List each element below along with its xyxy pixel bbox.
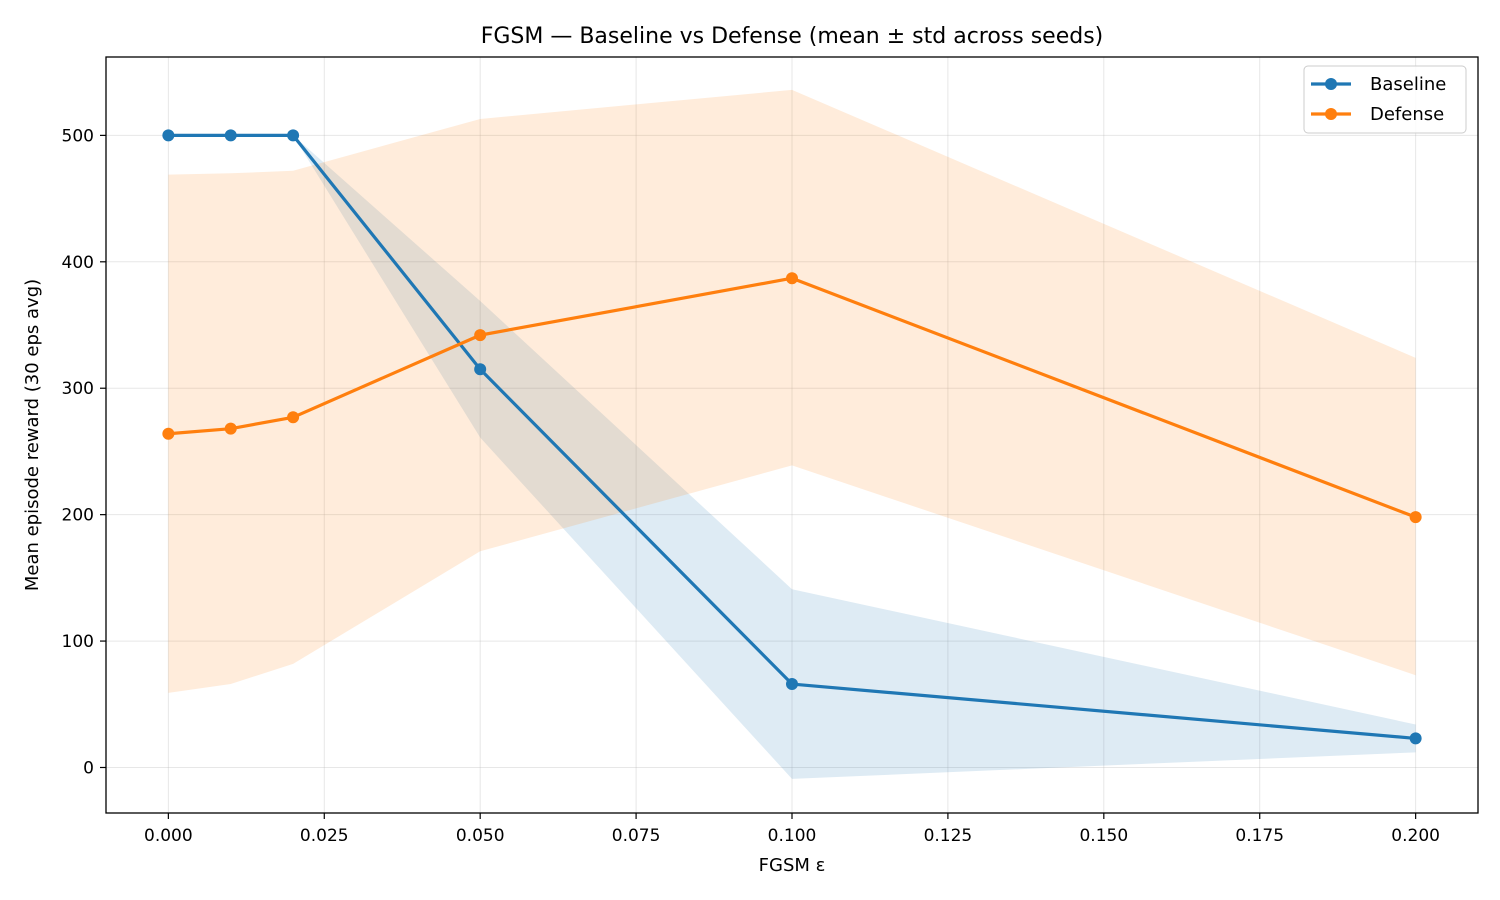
legend-defense-label: Defense	[1370, 104, 1444, 125]
x-axis-ticks: 0.000 0.025 0.050 0.075 0.100 0.125 0.150 0.175…	[144, 813, 1440, 846]
baseline-point	[224, 129, 237, 142]
x-axis-label: FGSM ε	[759, 855, 826, 876]
defense-point	[287, 411, 300, 424]
x-tick-label: 0.025	[300, 826, 349, 846]
y-tick-label: 400	[62, 253, 94, 273]
x-tick-label: 0.075	[612, 826, 661, 846]
chart-title: FGSM — Baseline vs Defense (mean ± std a…	[481, 24, 1104, 49]
baseline-line	[168, 133, 1416, 741]
series-points	[162, 129, 1422, 745]
x-tick-label: 0.100	[768, 826, 817, 846]
y-tick-label: 300	[62, 379, 94, 399]
defense-point	[224, 422, 237, 435]
baseline-point	[474, 363, 487, 376]
defense-std-band	[168, 89, 1416, 693]
x-tick-label: 0.150	[1079, 826, 1128, 846]
legend-baseline-label: Baseline	[1370, 74, 1446, 95]
std-bands	[168, 89, 1416, 779]
x-tick-label: 0.000	[144, 826, 193, 846]
grid-lines	[106, 57, 1478, 813]
baseline-point	[786, 678, 798, 691]
defense-point	[1409, 511, 1422, 524]
baseline-std-band	[168, 135, 1416, 779]
y-tick-label: 500	[62, 126, 94, 146]
baseline-point	[1409, 732, 1422, 745]
x-tick-label: 0.125	[924, 826, 973, 846]
x-tick-label: 0.175	[1235, 826, 1284, 846]
defense-line	[168, 276, 1417, 519]
baseline-point	[287, 129, 300, 142]
y-axis-ticks: 0 100 200 300 400 500	[62, 126, 106, 778]
y-axis-label: Mean episode reward (30 eps avg)	[22, 279, 43, 591]
series-lines	[168, 133, 1417, 741]
defense-point	[474, 329, 487, 342]
y-tick-label: 0	[83, 758, 94, 778]
y-tick-label: 100	[62, 632, 94, 652]
x-tick-label: 0.050	[456, 826, 505, 846]
legend: Baseline Defense	[1303, 65, 1467, 134]
legend-baseline-marker	[1325, 78, 1337, 90]
baseline-point	[162, 129, 175, 142]
defense-point	[162, 427, 175, 440]
legend-defense-marker	[1325, 108, 1337, 120]
defense-point	[786, 272, 798, 285]
x-tick-label: 0.200	[1391, 826, 1440, 846]
y-tick-label: 200	[62, 506, 94, 526]
